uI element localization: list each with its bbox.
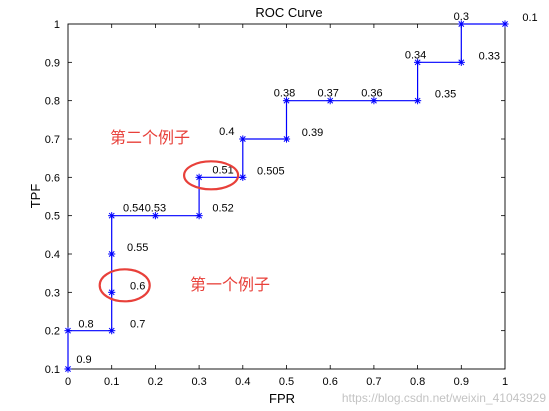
data-point-marker <box>370 97 378 105</box>
point-label: 0.6 <box>130 280 145 292</box>
data-point-marker <box>414 97 422 105</box>
point-label: 0.53 <box>145 203 166 215</box>
x-tick-label: 0.1 <box>104 376 119 388</box>
point-label: 0.4 <box>219 126 234 138</box>
y-tick-label: 0.8 <box>45 96 60 108</box>
data-point-marker <box>195 212 203 220</box>
data-point-marker <box>64 327 72 335</box>
annotation-label: 第一个例子 <box>190 276 270 294</box>
data-point-marker <box>195 173 203 181</box>
watermark: https://blog.csdn.net/weixin_41043929 <box>342 391 546 405</box>
y-axis-label: TPF <box>28 184 43 209</box>
point-label: 0.3 <box>454 11 469 23</box>
data-point-marker <box>151 212 159 220</box>
chart-title: ROC Curve <box>255 5 322 20</box>
point-label: 0.55 <box>127 242 148 254</box>
point-label: 0.51 <box>212 164 233 176</box>
point-label: 0.505 <box>257 165 285 177</box>
point-label: 0.35 <box>435 89 456 101</box>
point-label: 0.33 <box>479 50 500 62</box>
highlight-ellipse <box>183 160 240 191</box>
data-point-marker <box>282 97 291 105</box>
x-tick-label: 0.2 <box>148 376 163 388</box>
annotation-label: 第二个例子 <box>110 129 190 147</box>
y-tick-label: 0.1 <box>45 364 60 376</box>
data-point-marker <box>282 135 291 143</box>
data-point-marker <box>108 250 116 258</box>
x-tick-label: 0.7 <box>366 376 381 388</box>
data-point-marker <box>239 173 247 181</box>
x-tick-label: 0.8 <box>410 376 425 388</box>
point-label: 0.7 <box>130 319 145 331</box>
data-point-marker <box>239 135 247 143</box>
data-point-marker <box>326 97 334 105</box>
x-tick-label: 0.9 <box>454 376 469 388</box>
y-tick-label: 0.7 <box>45 134 60 146</box>
data-point-marker <box>108 327 116 335</box>
data-point-marker <box>64 365 72 373</box>
point-labels: 0.9 0.8 0.7 0.6 0.55 0.54 0.53 0.52 0.51 0.505 0.4… <box>76 11 537 366</box>
point-label: 0.8 <box>78 319 93 331</box>
point-label: 0.36 <box>361 88 382 100</box>
y-tick-label: 0.6 <box>45 172 60 184</box>
x-tick-label: 0 <box>65 376 71 388</box>
x-axis-label: FPR <box>269 391 295 406</box>
annotations: 第一个例子 第二个例子 <box>98 129 270 303</box>
point-label: 0.38 <box>274 88 295 100</box>
point-label: 0.37 <box>317 88 338 100</box>
roc-series <box>64 20 509 373</box>
x-tick-label: 0.3 <box>191 376 206 388</box>
x-tick-label: 0.6 <box>323 376 338 388</box>
x-tick-label: 0.4 <box>235 376 250 388</box>
x-tick-label: 0.5 <box>279 376 294 388</box>
point-label: 0.9 <box>76 354 91 366</box>
plot-area <box>67 23 506 370</box>
data-point-marker <box>414 58 422 66</box>
data-point-marker <box>501 20 509 28</box>
x-tick-label: 1 <box>502 376 508 388</box>
point-label: 0.34 <box>405 49 426 61</box>
y-tick-label: 1 <box>54 19 60 31</box>
point-label: 0.1 <box>522 12 537 24</box>
y-tick-label: 0.2 <box>45 326 60 338</box>
point-label: 0.52 <box>212 203 233 215</box>
point-label: 0.39 <box>302 127 323 139</box>
point-label: 0.54 <box>123 203 144 215</box>
data-point-marker <box>457 20 465 28</box>
roc-line <box>67 23 505 369</box>
x-axis: 0 0.1 0.2 0.3 0.4 0.5 0.6 0.7 0.8 0.9 1 <box>65 24 508 388</box>
y-tick-label: 0.4 <box>45 249 60 261</box>
y-tick-label: 0.5 <box>45 211 60 223</box>
data-point-marker <box>457 58 465 66</box>
y-tick-label: 0.3 <box>45 287 60 299</box>
y-axis: 0.1 0.2 0.3 0.4 0.5 0.6 0.7 0.8 0.9 1 <box>45 19 505 376</box>
highlight-ellipse <box>98 268 151 303</box>
data-point-marker <box>108 288 116 296</box>
y-tick-label: 0.9 <box>45 57 60 69</box>
data-point-marker <box>108 212 116 220</box>
